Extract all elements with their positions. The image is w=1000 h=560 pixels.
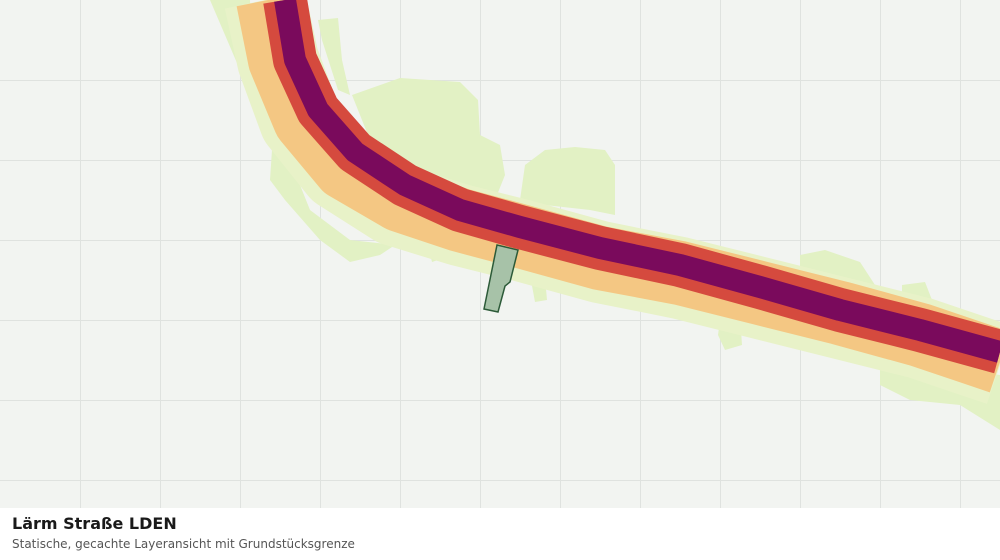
noise-blob [352, 78, 505, 200]
subtitle: Statische, gecachte Layeransicht mit Gru… [12, 537, 355, 551]
title: Lärm Straße LDEN [12, 514, 177, 533]
noise-bands [224, 0, 1000, 404]
footer: Lärm Straße LDEN Statische, gecachte Lay… [0, 508, 1000, 560]
parcel-boundary [483, 244, 519, 313]
noise-band-purple [274, 0, 1000, 363]
noise-blob [318, 18, 350, 95]
map [0, 0, 1000, 508]
noise-blob [520, 147, 615, 215]
